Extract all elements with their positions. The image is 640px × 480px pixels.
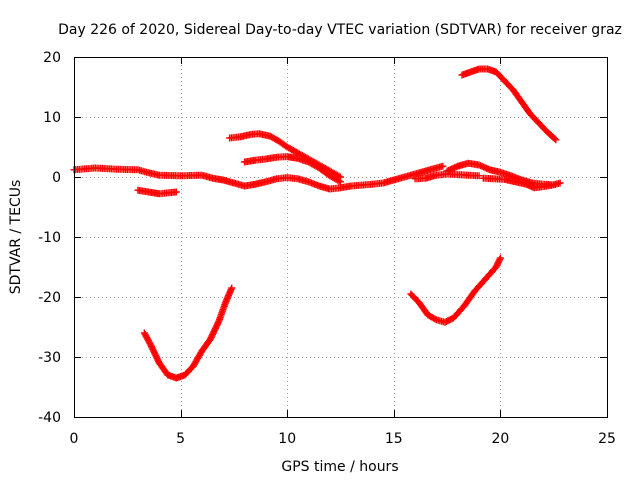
data-point bbox=[337, 178, 344, 186]
x-tick-labels: 0 5 10 15 20 25 bbox=[70, 431, 616, 447]
data-point bbox=[496, 256, 504, 263]
data-points bbox=[70, 65, 564, 382]
x-tick-label: 10 bbox=[278, 431, 296, 447]
series-track-08 bbox=[443, 159, 564, 189]
series-track-01 bbox=[70, 162, 447, 193]
data-point bbox=[552, 136, 560, 144]
series-track-10 bbox=[458, 65, 560, 144]
series-track-05 bbox=[241, 153, 344, 186]
data-point bbox=[475, 172, 483, 180]
series-track-03 bbox=[140, 284, 236, 382]
y-tick-label: 20 bbox=[43, 50, 61, 66]
series-track-04 bbox=[226, 130, 344, 181]
y-tick-label: -40 bbox=[38, 410, 61, 426]
data-point bbox=[431, 315, 439, 323]
y-tick-label: -10 bbox=[38, 230, 61, 246]
data-point bbox=[214, 319, 222, 326]
x-tick-label: 5 bbox=[176, 431, 185, 447]
y-tick-labels: -40 -30 -20 -10 0 10 20 bbox=[38, 50, 61, 426]
data-point bbox=[551, 135, 559, 143]
x-tick-label: 0 bbox=[70, 431, 79, 447]
x-tick-label: 25 bbox=[598, 431, 616, 447]
series-track-06 bbox=[407, 254, 504, 326]
series-track-02 bbox=[134, 186, 180, 198]
data-point bbox=[439, 162, 447, 170]
data-point bbox=[496, 254, 504, 262]
data-point bbox=[228, 284, 236, 292]
data-point bbox=[172, 188, 180, 196]
y-tick-label: 10 bbox=[43, 110, 61, 126]
y-tick-label: -30 bbox=[38, 350, 61, 366]
data-point bbox=[556, 179, 564, 187]
y-tick-label: -20 bbox=[38, 290, 61, 306]
chart-title: Day 226 of 2020, Sidereal Day-to-day VTE… bbox=[58, 22, 622, 38]
y-axis-label: SDTVAR / TECUs bbox=[8, 180, 24, 295]
data-point bbox=[548, 181, 556, 189]
series-track-09 bbox=[479, 174, 556, 192]
data-point bbox=[335, 177, 343, 185]
x-tick-label: 15 bbox=[385, 431, 403, 447]
axis-ticks bbox=[74, 57, 608, 418]
y-tick-label: 0 bbox=[52, 170, 61, 186]
x-axis-label: GPS time / hours bbox=[281, 459, 398, 475]
x-tick-label: 20 bbox=[491, 431, 509, 447]
